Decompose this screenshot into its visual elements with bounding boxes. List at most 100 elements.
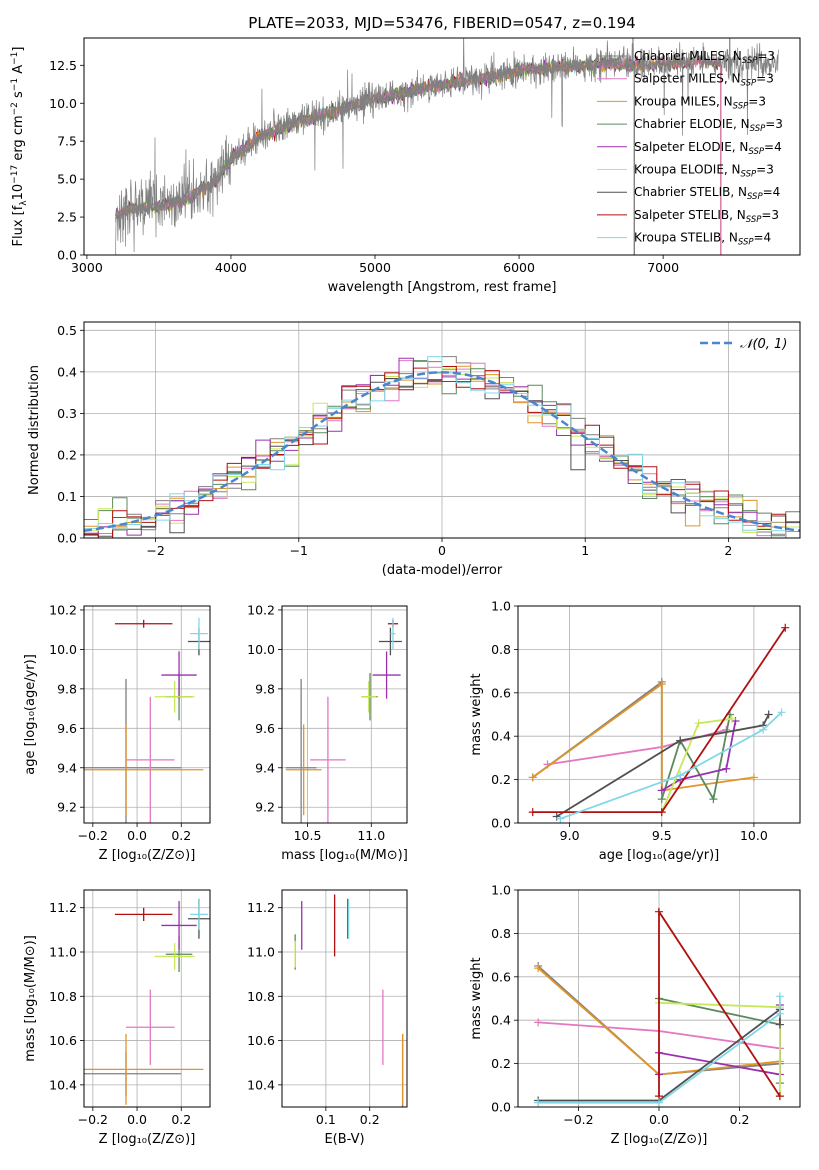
y-tick-label: 0.3 [57, 406, 77, 421]
errorbars-age_vs_mass [285, 617, 402, 823]
y-axis-label: mass weight [469, 673, 484, 755]
legend-sub: SSP [742, 56, 758, 66]
weight-series-line [658, 1001, 781, 1097]
axes-frame-weight_vs_Z [517, 889, 801, 1108]
legend-tail: =3 [765, 117, 783, 131]
histogram-series [84, 378, 800, 537]
y-tick-label: 0.8 [491, 926, 511, 941]
y-axis-label-part: −2 [10, 102, 20, 115]
x-tick-label: −0.2 [563, 1112, 593, 1127]
x-tick-label: 0 [438, 543, 446, 558]
y-axis-label-part: ] [11, 47, 26, 52]
figure-title: PLATE=2033, MJD=53476, FIBERID=0547, z=0… [248, 14, 635, 32]
histogram-series [84, 356, 800, 538]
x-tick-label: 0.2 [171, 828, 191, 843]
axes-frame-hist [83, 321, 801, 539]
y-tick-label: 10.2 [247, 602, 275, 617]
x-tick-label: −1 [290, 543, 308, 558]
x-tick-label: 5000 [359, 260, 391, 275]
y-axis-label-part: −17 [10, 165, 20, 184]
legend-entry: Chabrier STELIB, NSSP=4 [634, 185, 780, 202]
legend-sub: SSP [741, 170, 757, 180]
weight-point-marker [764, 710, 773, 719]
weight-series-line [532, 627, 787, 813]
y-tick-label: 10.8 [247, 989, 275, 1004]
x-tick-label: 6000 [503, 260, 535, 275]
legend-sub: SSP [738, 238, 754, 248]
y-tick-label: 11.2 [49, 900, 77, 915]
weight-point-marker [534, 1098, 543, 1107]
x-tick-label: 2 [724, 543, 732, 558]
legend-label: Salpeter STELIB, N [634, 208, 746, 222]
legend-entry: Salpeter STELIB, NSSP=3 [634, 208, 779, 225]
legend-tail: =4 [754, 231, 772, 245]
weight-point-marker [552, 812, 561, 821]
y-tick-label: 0.5 [57, 323, 77, 338]
x-tick-label: 0.0 [127, 1112, 147, 1127]
y-tick-label: 1.0 [491, 883, 511, 898]
y-tick-label: 0.2 [491, 1056, 511, 1071]
axes-frame-mass_vs_ebv [281, 889, 408, 1108]
legend-entry: Salpeter ELODIE, NSSP=4 [634, 140, 782, 157]
legend-label: Salpeter ELODIE, N [634, 140, 748, 154]
y-axis-label-part: s [11, 91, 26, 102]
legend-sub: SSP [750, 124, 766, 134]
y-tick-label: 1.0 [491, 599, 511, 614]
y-tick-label: 10.0 [247, 642, 275, 657]
weight-point-marker [722, 764, 731, 773]
weight-series-line [661, 720, 737, 792]
y-tick-label: 0.4 [491, 1013, 511, 1028]
y-tick-label: 10.2 [49, 602, 77, 617]
spectrum-model-line [115, 56, 635, 255]
axes-mass_vs_Z: −0.2 0.0 0.2 10.4 10.6 10.8 11.0 11.2 Z [log₁₀(Z… [23, 890, 210, 1147]
axes-frame-mass_vs_Z [83, 889, 211, 1108]
x-tick-label: 4000 [215, 260, 247, 275]
y-tick-label: 10.6 [49, 1033, 77, 1048]
weight-point-marker [775, 1009, 784, 1018]
legend-entry: Salpeter MILES, NSSP=3 [634, 72, 774, 89]
y-axis-label-part: −1 [10, 78, 20, 91]
weight-point-marker [775, 1020, 784, 1029]
y-axis-label-part: −1 [10, 52, 20, 65]
weight-point-marker [676, 736, 685, 745]
x-axis-label: (data-model)/error [382, 563, 503, 578]
weight-point-marker [528, 808, 537, 817]
legend-tail: =3 [748, 94, 766, 108]
y-axis-label-part: erg cm [11, 115, 26, 164]
y-tick-label: 0.0 [57, 248, 77, 263]
y-tick-label: 9.6 [255, 721, 275, 736]
y-tick-label: 0.0 [491, 1100, 511, 1115]
weight-point-marker [781, 623, 790, 632]
y-tick-label: 11.0 [49, 945, 77, 960]
y-tick-label: 11.0 [247, 945, 275, 960]
weight-point-marker [759, 725, 768, 734]
y-tick-label: 0.2 [491, 772, 511, 787]
y-tick-label: 5.0 [57, 172, 77, 187]
y-tick-label: 10.0 [49, 642, 77, 657]
y-axis-label: age [log₁₀(age/yr)] [23, 654, 38, 775]
y-tick-label: 0.0 [57, 531, 77, 546]
axes-mass_vs_ebv: 0.1 0.2 10.4 10.6 10.8 11.0 11.2 E(B-V) [247, 890, 407, 1147]
histograms [84, 356, 800, 538]
legend-sub: SSP [741, 79, 757, 89]
weight-point-marker [657, 786, 666, 795]
legend-entry: Kroupa ELODIE, NSSP=3 [634, 163, 774, 180]
lines-weight_vs_age [528, 623, 790, 823]
x-tick-label: 10.0 [740, 828, 768, 843]
x-axis-label: Z [log₁₀(Z/Z⊙)] [611, 1132, 708, 1147]
weight-series-line [660, 714, 731, 802]
x-tick-label: 9.0 [560, 828, 580, 843]
y-tick-label: 0.6 [491, 685, 511, 700]
spectrum-model-line [115, 56, 635, 255]
axes-age_vs_mass: 10.5 11.0 9.2 9.4 9.6 9.8 10.0 10.2 mass [log₁₀(… [247, 602, 408, 863]
errorbars-mass_vs_Z [84, 898, 210, 1105]
weight-point-marker [676, 771, 685, 780]
x-tick-label: 0.2 [730, 1112, 750, 1127]
legend-label: Salpeter MILES, N [634, 72, 741, 86]
weight-series-line [532, 682, 755, 792]
lines-weight_vs_Z [534, 907, 784, 1107]
y-axis-label: Normed distribution [27, 365, 42, 495]
y-tick-label: 0.4 [57, 364, 77, 379]
chart-layer: 3000 4000 5000 6000 70000.02.55.07.510.012.5… [10, 37, 801, 1147]
weight-series-line [560, 711, 783, 820]
